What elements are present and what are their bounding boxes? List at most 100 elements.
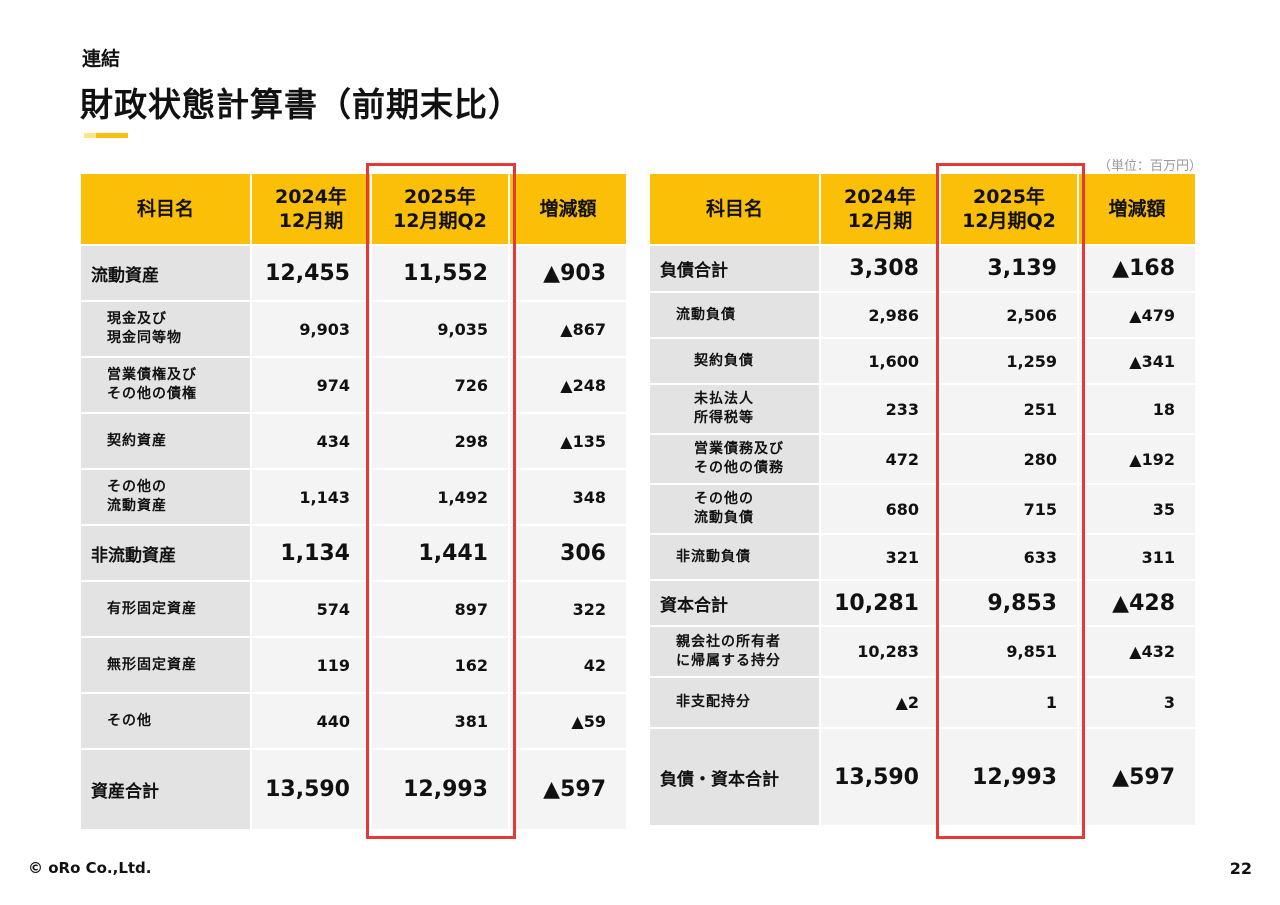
value-2025q2: 3,139 bbox=[941, 246, 1077, 291]
value-2024: ▲2 bbox=[821, 678, 939, 727]
table-row: その他の 流動負債 680 715 35 bbox=[650, 485, 1195, 533]
col-header-change: 増減額 bbox=[510, 174, 626, 244]
col-header-2025q2: 2025年 12月期Q2 bbox=[941, 174, 1077, 244]
col-header-account: 科目名 bbox=[650, 174, 819, 244]
value-change: ▲248 bbox=[510, 358, 626, 412]
value-2025q2: 1,259 bbox=[941, 339, 1077, 383]
row-label: 有形固定資産 bbox=[81, 582, 250, 636]
col-header-2024: 2024年 12月期 bbox=[252, 174, 370, 244]
value-change: 348 bbox=[510, 470, 626, 524]
value-change: 311 bbox=[1079, 535, 1195, 579]
table-row: 現金及び 現金同等物 9,903 9,035 ▲867 bbox=[81, 302, 626, 356]
row-label: 契約資産 bbox=[81, 414, 250, 468]
title-underline bbox=[84, 133, 128, 138]
value-2024: 574 bbox=[252, 582, 370, 636]
value-2025q2: 2,506 bbox=[941, 293, 1077, 337]
table-row: 非支配持分 ▲2 1 3 bbox=[650, 678, 1195, 727]
value-change: ▲428 bbox=[1079, 581, 1195, 625]
table-row: 流動資産 12,455 11,552 ▲903 bbox=[81, 246, 626, 300]
value-change: ▲135 bbox=[510, 414, 626, 468]
row-label: その他の 流動資産 bbox=[81, 470, 250, 524]
row-label: 未払法人 所得税等 bbox=[650, 385, 819, 433]
value-2025q2: 897 bbox=[372, 582, 508, 636]
page-title: 財政状態計算書（前期末比） bbox=[80, 85, 522, 124]
value-2024: 13,590 bbox=[821, 729, 939, 825]
value-2024: 434 bbox=[252, 414, 370, 468]
value-2024: 321 bbox=[821, 535, 939, 579]
value-2025q2: 9,035 bbox=[372, 302, 508, 356]
value-change: ▲867 bbox=[510, 302, 626, 356]
table-row: 契約資産 434 298 ▲135 bbox=[81, 414, 626, 468]
row-label: 資産合計 bbox=[81, 750, 250, 829]
row-label: 非支配持分 bbox=[650, 678, 819, 727]
table-row: その他の 流動資産 1,143 1,492 348 bbox=[81, 470, 626, 524]
row-label: 非流動負債 bbox=[650, 535, 819, 579]
row-label: 資本合計 bbox=[650, 581, 819, 625]
assets-table: 科目名 2024年 12月期 2025年 12月期Q2 増減額 流動資産 12,455… bbox=[79, 172, 628, 831]
row-label: 現金及び 現金同等物 bbox=[81, 302, 250, 356]
table-row: 有形固定資産 574 897 322 bbox=[81, 582, 626, 636]
table-row: 無形固定資産 119 162 42 bbox=[81, 638, 626, 692]
row-label: 親会社の所有者 に帰属する持分 bbox=[650, 627, 819, 676]
value-change: 42 bbox=[510, 638, 626, 692]
value-2024: 2,986 bbox=[821, 293, 939, 337]
assets-body: 流動資産 12,455 11,552 ▲903 現金及び 現金同等物 9,903 9,035 ▲… bbox=[81, 246, 626, 829]
value-change: 322 bbox=[510, 582, 626, 636]
value-2025q2: 298 bbox=[372, 414, 508, 468]
value-2025q2: 633 bbox=[941, 535, 1077, 579]
table-row: 流動負債 2,986 2,506 ▲479 bbox=[650, 293, 1195, 337]
assets-header-row: 科目名 2024年 12月期 2025年 12月期Q2 増減額 bbox=[81, 174, 626, 244]
row-label: その他の 流動負債 bbox=[650, 485, 819, 533]
value-change: ▲341 bbox=[1079, 339, 1195, 383]
col-header-change: 増減額 bbox=[1079, 174, 1195, 244]
liabilities-equity-table: 科目名 2024年 12月期 2025年 12月期Q2 増減額 負債合計 3,308 3… bbox=[648, 172, 1197, 827]
value-2024: 13,590 bbox=[252, 750, 370, 829]
value-2024: 10,283 bbox=[821, 627, 939, 676]
value-2025q2: 1,441 bbox=[372, 526, 508, 580]
table-row: 資産合計 13,590 12,993 ▲597 bbox=[81, 750, 626, 829]
table-row: 営業債権及び その他の債権 974 726 ▲248 bbox=[81, 358, 626, 412]
liabilities-body: 負債合計 3,308 3,139 ▲168 流動負債 2,986 2,506 ▲479 契約負債… bbox=[650, 246, 1195, 825]
value-2025q2: 12,993 bbox=[941, 729, 1077, 825]
col-header-2024: 2024年 12月期 bbox=[821, 174, 939, 244]
value-2025q2: 1,492 bbox=[372, 470, 508, 524]
table-row: 契約負債 1,600 1,259 ▲341 bbox=[650, 339, 1195, 383]
table-row: 未払法人 所得税等 233 251 18 bbox=[650, 385, 1195, 433]
value-2024: 10,281 bbox=[821, 581, 939, 625]
value-change: ▲192 bbox=[1079, 435, 1195, 483]
unit-note: （単位：百万円） bbox=[1097, 159, 1202, 174]
value-2024: 9,903 bbox=[252, 302, 370, 356]
table-row: 負債・資本合計 13,590 12,993 ▲597 bbox=[650, 729, 1195, 825]
value-2025q2: 251 bbox=[941, 385, 1077, 433]
row-label: その他 bbox=[81, 694, 250, 748]
value-2024: 1,143 bbox=[252, 470, 370, 524]
copyright-logo: © oRo Co.,Ltd. bbox=[28, 859, 152, 877]
value-2024: 1,134 bbox=[252, 526, 370, 580]
value-2025q2: 726 bbox=[372, 358, 508, 412]
value-change: ▲59 bbox=[510, 694, 626, 748]
value-change: 306 bbox=[510, 526, 626, 580]
table-row: 非流動資産 1,134 1,441 306 bbox=[81, 526, 626, 580]
value-2024: 680 bbox=[821, 485, 939, 533]
value-2025q2: 11,552 bbox=[372, 246, 508, 300]
value-2024: 12,455 bbox=[252, 246, 370, 300]
value-2024: 233 bbox=[821, 385, 939, 433]
row-label: 負債・資本合計 bbox=[650, 729, 819, 825]
section-label: 連結 bbox=[82, 48, 121, 70]
value-2025q2: 12,993 bbox=[372, 750, 508, 829]
row-label: 契約負債 bbox=[650, 339, 819, 383]
value-change: ▲597 bbox=[1079, 729, 1195, 825]
value-change: ▲168 bbox=[1079, 246, 1195, 291]
table-row: その他 440 381 ▲59 bbox=[81, 694, 626, 748]
col-header-account: 科目名 bbox=[81, 174, 250, 244]
table-row: 非流動負債 321 633 311 bbox=[650, 535, 1195, 579]
row-label: 営業債権及び その他の債権 bbox=[81, 358, 250, 412]
row-label: 営業債務及び その他の債務 bbox=[650, 435, 819, 483]
value-change: 3 bbox=[1079, 678, 1195, 727]
value-2025q2: 1 bbox=[941, 678, 1077, 727]
value-change: 35 bbox=[1079, 485, 1195, 533]
row-label: 流動負債 bbox=[650, 293, 819, 337]
value-change: ▲597 bbox=[510, 750, 626, 829]
value-2025q2: 9,851 bbox=[941, 627, 1077, 676]
value-2024: 1,600 bbox=[821, 339, 939, 383]
